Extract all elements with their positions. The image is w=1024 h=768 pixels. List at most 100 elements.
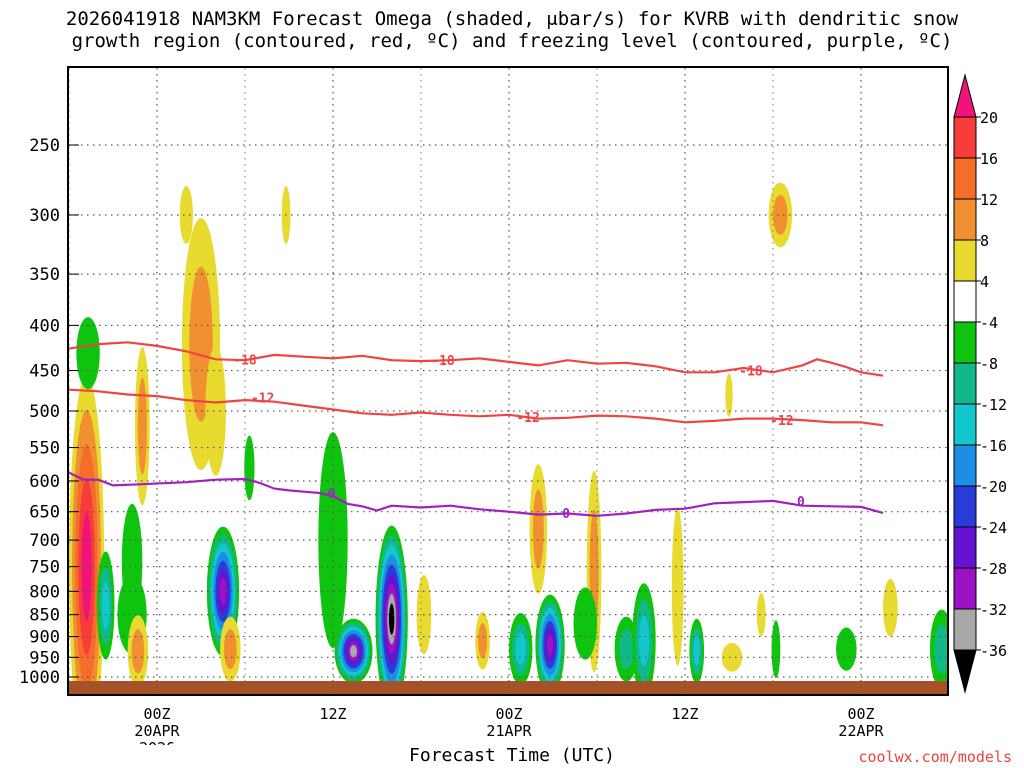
omega-contour-fill xyxy=(532,489,544,569)
x-tick-label: 21APR xyxy=(486,722,532,740)
colorbar-segment xyxy=(953,116,977,159)
omega-contour-fill xyxy=(836,627,857,671)
y-tick-label: 650 xyxy=(29,503,60,523)
y-tick-label: 900 xyxy=(29,628,60,648)
y-tick-label: 750 xyxy=(29,558,60,578)
colorbar-bottom-arrow xyxy=(953,649,977,694)
colorbar-label: 8 xyxy=(980,232,989,250)
contour-label: -18 xyxy=(431,354,455,369)
omega-cell xyxy=(205,346,226,476)
colorbar-segment xyxy=(953,280,977,323)
y-tick-label: 700 xyxy=(29,531,60,551)
y-tick-label: 400 xyxy=(29,316,60,336)
omega-cell xyxy=(96,551,115,660)
colorbar-label: -36 xyxy=(980,642,1007,660)
chart-title-line-2: growth region (contoured, red, ºC) and f… xyxy=(71,30,953,52)
omega-cell xyxy=(721,642,743,672)
contour-label: -12 xyxy=(516,411,539,426)
y-tick-label: 550 xyxy=(29,439,60,459)
contour-freezing-level: 0 0 0 xyxy=(69,471,884,522)
omega-contour-fill xyxy=(76,317,100,390)
colorbar-segment xyxy=(953,444,977,487)
x-tick-label: 00Z xyxy=(495,705,522,723)
contour-label: -12 xyxy=(770,414,793,429)
colorbar-segment xyxy=(953,403,977,446)
omega-contour-fill xyxy=(573,587,597,660)
omega-contour-fill xyxy=(934,624,947,674)
omega-cell xyxy=(127,615,149,688)
omega-cell xyxy=(135,346,150,506)
y-tick-label: 300 xyxy=(29,206,60,226)
y-tick-label: 250 xyxy=(29,136,60,156)
omega-cell xyxy=(179,186,193,244)
colorbar-label: 16 xyxy=(980,150,998,168)
omega-cell xyxy=(756,593,766,637)
y-tick-label: 1000 xyxy=(19,668,60,688)
contour-label: -18 xyxy=(739,365,763,380)
omega-cell xyxy=(632,583,656,694)
omega-contour-fill xyxy=(478,623,488,659)
colorbar-label: -8 xyxy=(980,355,998,373)
y-tick-label: 450 xyxy=(29,362,60,382)
omega-contour-fill xyxy=(224,629,237,670)
contour-line xyxy=(69,388,884,427)
omega-cell xyxy=(671,507,684,666)
colorbar-label: 12 xyxy=(980,191,998,209)
omega-cell xyxy=(76,317,100,390)
plot-frame xyxy=(67,66,949,696)
omega-cell xyxy=(475,612,490,670)
x-tick-label: 00Z xyxy=(143,705,170,723)
x-tick-label: 20APR xyxy=(134,722,180,740)
omega-cell xyxy=(689,618,705,684)
source-credit-link[interactable]: coolwx.com/models xyxy=(858,748,1012,766)
y-tick-label: 850 xyxy=(29,606,60,626)
omega-cell xyxy=(220,616,241,682)
omega-contour-fill xyxy=(671,507,684,666)
omega-cell xyxy=(725,373,733,417)
omega-contour-fill xyxy=(638,615,650,667)
colorbar-label: -20 xyxy=(980,478,1007,496)
omega-cell xyxy=(768,182,793,248)
omega-cross-section-chart: -18 -18 -18 -12 -12 -12 0 0 0 250 300 350 400 450 500… xyxy=(19,66,1007,745)
x-tick-label: 22APR xyxy=(838,722,884,740)
colorbar-label: -16 xyxy=(980,437,1007,455)
contour-lines: -18 -18 -18 -12 -12 -12 0 0 0 xyxy=(69,341,884,522)
omega-contour-fill xyxy=(179,186,193,244)
omega-contour-fill xyxy=(883,578,898,637)
contour-line xyxy=(69,471,884,517)
omega-cell xyxy=(614,616,639,682)
omega-contour-fill xyxy=(721,642,743,672)
y-tick-label: 950 xyxy=(29,648,60,668)
y-tick-label: 350 xyxy=(29,265,60,285)
omega-contour-fill xyxy=(137,377,147,475)
omega-contour-fill xyxy=(205,346,226,476)
omega-contour-fill xyxy=(515,633,526,666)
chart-title-line-1: 2026041918 NAM3KM Forecast Omega (shaded… xyxy=(65,8,959,30)
colorbar-segment xyxy=(953,485,977,528)
colorbar-label: -24 xyxy=(980,519,1007,537)
x-axis-tick-labels: 00Z20APR202612Z00Z21APR12Z00Z22APR xyxy=(134,705,884,745)
omega-cell xyxy=(535,594,565,694)
omega-cell xyxy=(771,620,781,678)
x-tick-label: 2026 xyxy=(139,739,175,745)
omega-contour-fill xyxy=(219,577,227,606)
contour-line xyxy=(69,341,884,377)
colorbar-segment xyxy=(953,321,977,364)
omega-contour-fill xyxy=(388,603,395,635)
omega-contour-fill xyxy=(756,593,766,637)
x-tick-label: 12Z xyxy=(319,705,346,723)
contour-dgz-top: -18 -18 -18 xyxy=(69,341,884,380)
x-tick-label: 12Z xyxy=(671,705,698,723)
omega-contour-fill xyxy=(131,629,145,674)
contour-dgz-bottom: -12 -12 -12 xyxy=(69,388,884,429)
omega-shading-layer xyxy=(69,182,947,694)
y-axis-tick-labels: 2503003504004505005506006507007508008509… xyxy=(19,136,60,688)
omega-contour-fill xyxy=(101,581,110,630)
colorbar-label: -12 xyxy=(980,396,1007,414)
colorbar-segment xyxy=(953,608,977,651)
colorbar-label: -28 xyxy=(980,560,1007,578)
colorbar-label: -32 xyxy=(980,601,1007,619)
omega-cell xyxy=(244,435,255,501)
contour-label: 0 xyxy=(328,487,336,502)
omega-colorbar: 20 16 12 8 4 -4 -8 -12 -16 -20 -24 -28 -32 -36 xyxy=(953,73,1007,694)
